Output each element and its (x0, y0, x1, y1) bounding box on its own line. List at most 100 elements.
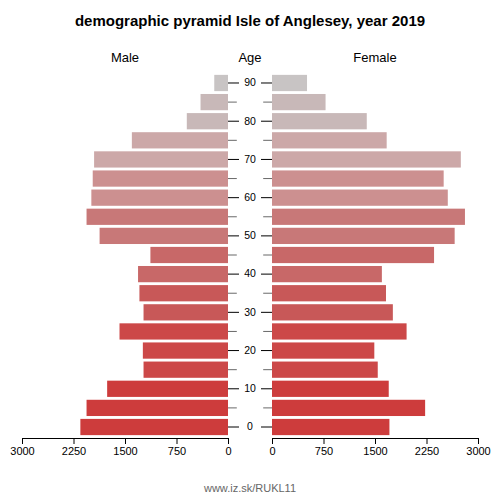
y-tick-mark (228, 140, 237, 141)
y-tick-mark (228, 350, 239, 351)
x-tick-label: 1500 (113, 445, 137, 457)
y-tick-mark (228, 369, 237, 370)
bar (272, 362, 378, 378)
x-tick-mark (427, 438, 428, 444)
y-tick: 50 (244, 229, 256, 241)
x-tick: 1500 (113, 438, 137, 457)
y-tick-mark (263, 293, 272, 294)
y-tick-mark (261, 197, 272, 198)
bar (272, 400, 425, 416)
bar (143, 342, 228, 358)
x-tick-mark (125, 438, 126, 444)
bar (272, 304, 393, 320)
y-tick-mark (263, 407, 272, 408)
x-tick-mark (272, 438, 273, 444)
y-tick-mark (261, 121, 272, 122)
y-tick-mark (228, 293, 237, 294)
x-tick: 2250 (415, 438, 439, 457)
y-tick: 30 (244, 306, 256, 318)
bar (272, 94, 326, 110)
bar (87, 400, 228, 416)
x-tick: 3000 (466, 438, 490, 457)
y-tick-mark (228, 331, 237, 332)
title: demographic pyramid Isle of Anglesey, ye… (75, 12, 425, 29)
y-tick-mark (261, 388, 272, 389)
x-tick: 0 (269, 438, 275, 457)
y-tick-mark (228, 216, 237, 217)
bar (272, 228, 455, 244)
y-tick-mark (228, 312, 239, 313)
x-tick-label: 1500 (363, 445, 387, 457)
y-tick-label: 70 (244, 153, 256, 165)
y-tick-label: 90 (244, 76, 256, 88)
y-tick-mark (228, 427, 239, 428)
y-tick-mark (228, 178, 237, 179)
bar (272, 419, 389, 435)
x-tick: 2250 (62, 438, 86, 457)
y-tick-mark (263, 369, 272, 370)
bar (201, 94, 228, 110)
bar (272, 209, 465, 225)
y-tick-mark (228, 235, 239, 236)
y-tick-mark (261, 427, 272, 428)
y-tick-label: 60 (244, 191, 256, 203)
y-tick-mark (228, 197, 239, 198)
y-axis-title: Age (238, 50, 261, 65)
bar (132, 132, 228, 148)
y-tick: 70 (244, 153, 256, 165)
bar (120, 323, 228, 339)
y-tick: 60 (244, 191, 256, 203)
y-tick: 0 (247, 420, 253, 432)
bar (150, 247, 228, 263)
bar (272, 190, 448, 206)
bar (107, 381, 228, 397)
bar (272, 247, 434, 263)
y-tick-mark (263, 331, 272, 332)
y-tick-mark (228, 407, 237, 408)
x-tick-label: 0 (225, 445, 231, 457)
x-tick: 750 (315, 438, 333, 457)
x-tick-mark (74, 438, 75, 444)
age-axis: Age0102030405060708090 (228, 50, 272, 432)
bar (272, 266, 382, 282)
y-tick-mark (228, 121, 239, 122)
y-tick: 80 (244, 115, 256, 127)
bar (272, 323, 407, 339)
y-tick: 10 (244, 382, 256, 394)
bar (94, 151, 228, 167)
y-tick-mark (263, 178, 272, 179)
y-axis: 0102030405060708090 (244, 76, 256, 432)
footer: www.iz.sk/RUKL11 (203, 482, 296, 494)
x-tick-label: 2250 (415, 445, 439, 457)
bar (139, 285, 228, 301)
y-tick-mark (228, 159, 239, 160)
y-tick: 90 (244, 76, 256, 88)
bar (272, 113, 367, 129)
x-axis-line (23, 439, 229, 445)
bar (87, 209, 228, 225)
x-tick-mark (478, 438, 479, 444)
bar (138, 266, 228, 282)
y-tick-mark (261, 159, 272, 160)
y-tick-mark (261, 312, 272, 313)
y-tick-label: 0 (247, 420, 253, 432)
x-axis-line (273, 439, 479, 445)
bar (80, 419, 228, 435)
bar (91, 190, 228, 206)
bar (144, 304, 228, 320)
panel: 0750150022503000Male (10, 50, 231, 457)
y-tick-label: 80 (244, 115, 256, 127)
x-tick-mark (375, 438, 376, 444)
y-tick-mark (261, 235, 272, 236)
bar (93, 170, 228, 186)
y-tick-mark (228, 102, 237, 103)
x-tick: 3000 (10, 438, 34, 457)
bar (272, 342, 374, 358)
y-tick-label: 10 (244, 382, 256, 394)
y-tick-label: 50 (244, 229, 256, 241)
x-tick-label: 750 (315, 445, 333, 457)
x-axis: 0 750 1500 2250 3000 (269, 438, 490, 457)
bar (272, 170, 444, 186)
bar (100, 228, 228, 244)
bars (80, 75, 228, 435)
